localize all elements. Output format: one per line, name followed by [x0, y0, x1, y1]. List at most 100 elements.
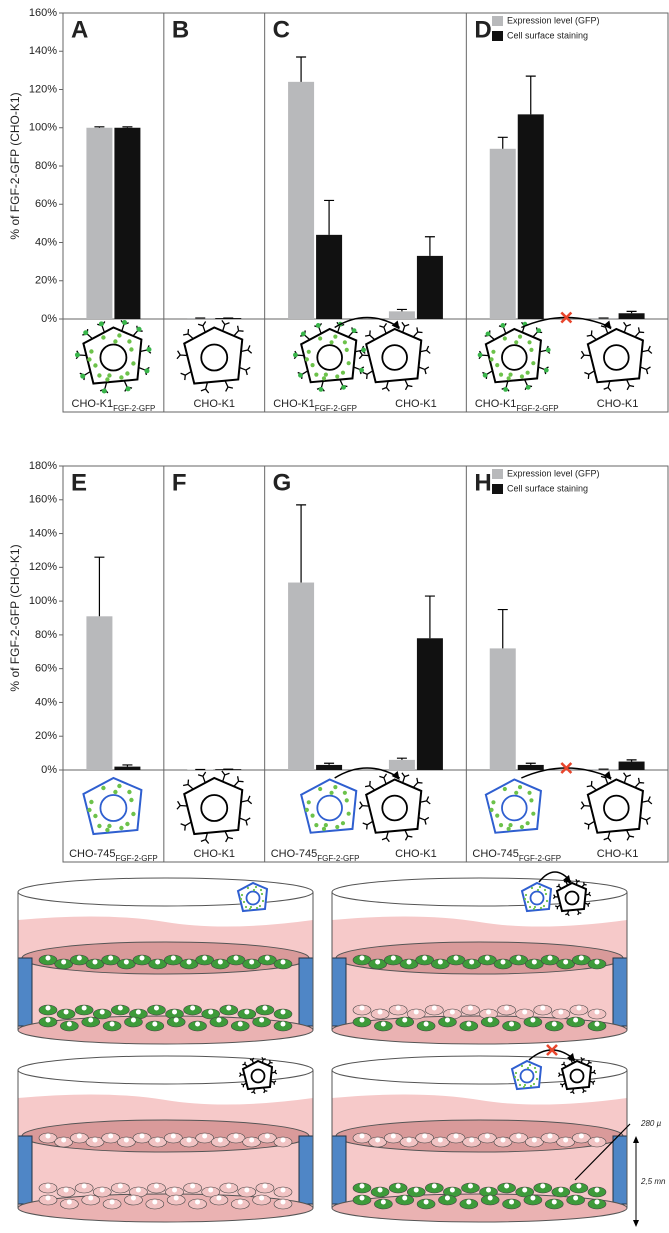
bar [490, 149, 516, 319]
panel-label: H [474, 469, 491, 496]
blob-nucleus [595, 1200, 600, 1205]
insert-wall [613, 958, 627, 1026]
blob-nucleus [124, 1138, 129, 1143]
blob-nucleus [530, 1196, 535, 1201]
blob-nucleus [558, 1010, 563, 1015]
bar [619, 313, 645, 319]
bar [417, 256, 443, 319]
error-bar [498, 610, 508, 649]
surface-dot [526, 385, 531, 390]
gfp-dot [525, 894, 527, 896]
gfp-dot [491, 350, 495, 354]
blob-nucleus [46, 1018, 51, 1023]
receptor [587, 330, 597, 339]
blob-nucleus [504, 1184, 509, 1189]
gfp-dot [527, 791, 531, 795]
cell-drawing [177, 320, 252, 393]
blob-nucleus [171, 1134, 176, 1139]
panel-label: G [273, 469, 292, 496]
nucleus [201, 795, 227, 821]
bar [86, 128, 112, 319]
blob-nucleus [100, 1010, 105, 1015]
blob-nucleus [469, 1138, 474, 1143]
cell-drawing [486, 780, 541, 833]
cell-drawing [239, 1057, 276, 1093]
blob-nucleus [108, 956, 113, 961]
cell-drawing [512, 1061, 541, 1089]
error-bar [296, 505, 306, 583]
blob-nucleus [281, 960, 286, 965]
blob-nucleus [281, 1022, 286, 1027]
x-category-label: CHO-K1FGF-2-GFP [273, 398, 357, 413]
cell-drawing [558, 1057, 595, 1093]
bar [86, 616, 112, 770]
gfp-dot [341, 371, 345, 375]
receptor [582, 882, 587, 887]
receptor [556, 884, 561, 889]
y-tick-label: 180% [29, 460, 57, 472]
blob-nucleus [486, 1188, 491, 1193]
receptor [624, 773, 631, 783]
gfp-dot [507, 376, 511, 380]
receptor [642, 346, 652, 353]
category-subscript: FGF-2-GFP [113, 404, 155, 413]
gfp-dot [241, 894, 243, 896]
blob-nucleus [88, 1196, 93, 1201]
gfp-dot [545, 893, 547, 895]
blob-nucleus [402, 1196, 407, 1201]
x-category-label: CHO-K1 [193, 398, 235, 410]
blob-nucleus [131, 1196, 136, 1201]
blob-nucleus [552, 1022, 557, 1027]
blob-nucleus [187, 960, 192, 965]
gfp-dot [131, 812, 135, 816]
gfp-dot [517, 1079, 519, 1081]
gfp-dot [243, 901, 245, 903]
gfp-dot [341, 821, 345, 825]
gfp-dot [529, 348, 533, 352]
blob-nucleus [378, 1188, 383, 1193]
surface-dot [486, 331, 491, 336]
gfp-dot [101, 786, 105, 790]
receptor [584, 371, 594, 379]
blob-nucleus [249, 1138, 254, 1143]
blob-nucleus [488, 1018, 493, 1023]
blob-nucleus [140, 1134, 145, 1139]
blob-nucleus [174, 1196, 179, 1201]
gfp-dot [245, 906, 247, 908]
receptor [635, 327, 644, 337]
blob-nucleus [110, 1200, 115, 1205]
receptor [413, 778, 422, 788]
blob-nucleus [516, 956, 521, 961]
y-tick-label: 40% [35, 236, 57, 248]
nucleus [201, 345, 227, 371]
blob-nucleus [595, 1188, 600, 1193]
insert-wall [18, 958, 32, 1026]
error-bar [498, 137, 508, 148]
blob-nucleus [216, 1018, 221, 1023]
gfp-dot [249, 908, 251, 910]
blob-nucleus [155, 1138, 160, 1143]
error-bar [526, 763, 536, 765]
blob-nucleus [82, 1006, 87, 1011]
insert-wall [332, 958, 346, 1026]
receptor [604, 381, 611, 391]
blob-nucleus [468, 1006, 473, 1011]
gfp-dot [499, 373, 503, 377]
gfp-dot [345, 348, 349, 352]
gfp-dot [533, 1083, 535, 1085]
receptor [183, 780, 193, 790]
blob-nucleus [136, 1188, 141, 1193]
surface-dot [80, 374, 85, 379]
blob-nucleus [422, 956, 427, 961]
y-tick-label: 100% [29, 122, 57, 134]
blob-nucleus [281, 1138, 286, 1143]
blob-nucleus [259, 1018, 264, 1023]
gfp-dot [514, 1076, 516, 1078]
blob-nucleus [509, 1022, 514, 1027]
gfp-dot [97, 373, 101, 377]
gfp-dot [514, 340, 518, 344]
gfp-dot [89, 349, 93, 353]
blob-nucleus [595, 1138, 600, 1143]
error-bar [397, 758, 407, 760]
error-bar [324, 200, 334, 234]
